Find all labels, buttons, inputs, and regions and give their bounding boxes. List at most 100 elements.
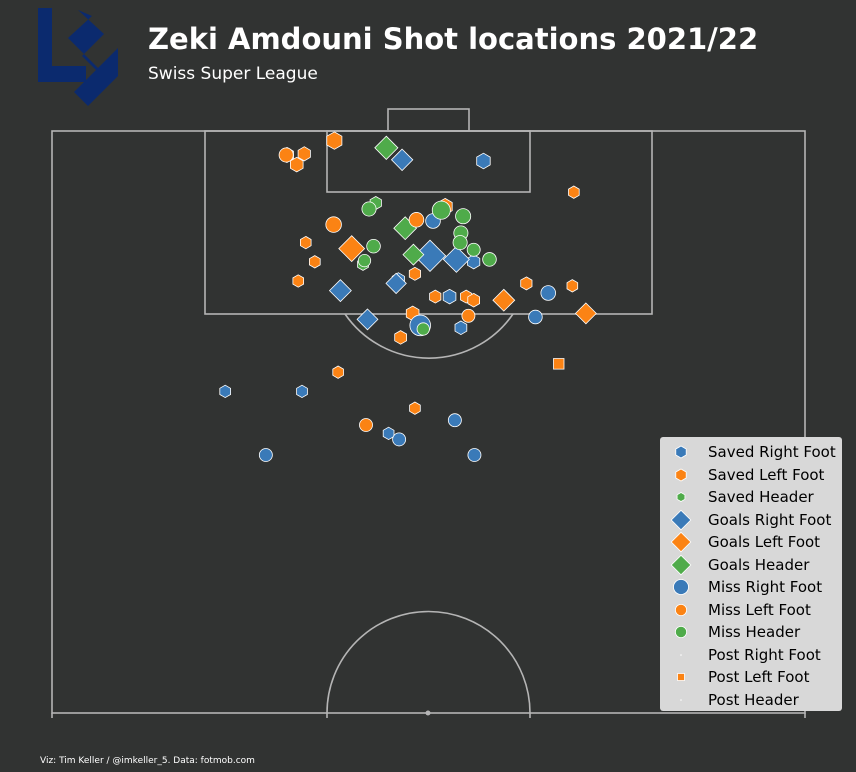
shot-marker-miss-right-foot bbox=[528, 309, 543, 325]
shot-marker-saved-left-foot bbox=[332, 365, 344, 379]
shot-marker-miss-header bbox=[357, 254, 372, 268]
shot-marker-goals-right-foot bbox=[385, 272, 407, 295]
legend-marker-dot bbox=[680, 698, 682, 701]
legend-label: Post Header bbox=[708, 690, 799, 709]
legend-marker bbox=[680, 698, 682, 701]
legend-marker-shape bbox=[677, 673, 685, 681]
chart-subtitle: Swiss Super League bbox=[148, 64, 318, 84]
legend-label: Miss Header bbox=[708, 623, 801, 641]
shot-marker-miss-header bbox=[416, 322, 430, 336]
legend-label: Saved Header bbox=[708, 488, 814, 506]
shot-marker-saved-left-foot bbox=[429, 289, 442, 304]
legend-marker-shape bbox=[675, 468, 687, 481]
shot-marker-saved-left-foot bbox=[394, 330, 407, 345]
legend-marker bbox=[675, 445, 687, 459]
shot-marker-saved-right-foot bbox=[454, 320, 468, 336]
shot-marker-saved-left-foot bbox=[292, 274, 304, 288]
club-logo bbox=[38, 8, 118, 106]
shot-marker-saved-left-foot bbox=[568, 185, 580, 199]
shot-marker-goals-right-foot bbox=[390, 148, 414, 172]
legend-item: Post Left Foot bbox=[660, 666, 842, 688]
credit-text: Viz: Tim Keller / @imkeller_5. Data: fot… bbox=[40, 756, 255, 766]
shot-marker-saved-left-foot bbox=[409, 401, 421, 415]
legend-label: Goals Left Foot bbox=[708, 533, 821, 551]
shot-marker-miss-left-foot bbox=[408, 212, 425, 228]
shot-marker-miss-right-foot bbox=[392, 432, 407, 447]
legend-item: Goals Right Foot bbox=[660, 509, 842, 531]
shot-marker-goals-header bbox=[374, 135, 399, 160]
shot-marker-saved-left-foot bbox=[408, 266, 421, 281]
legend-item: Saved Right Foot bbox=[660, 441, 842, 463]
shot-markers bbox=[219, 131, 597, 462]
shot-marker-miss-header bbox=[455, 208, 472, 225]
legend-item: Miss Right Foot bbox=[660, 576, 842, 598]
legend-item: Miss Header bbox=[660, 621, 842, 643]
legend-label: Saved Left Foot bbox=[708, 465, 825, 484]
shot-marker-goals-right-foot bbox=[328, 279, 352, 303]
shot-marker-post-left-foot bbox=[553, 358, 565, 370]
shot-marker-miss-header bbox=[466, 242, 481, 257]
legend-item: Saved Left Foot bbox=[660, 464, 842, 486]
shot-marker-miss-header bbox=[361, 201, 377, 217]
legend-marker-shape bbox=[676, 492, 686, 502]
shot-marker-miss-right-foot bbox=[447, 413, 462, 428]
legend-marker bbox=[670, 509, 692, 530]
penalty-arc bbox=[344, 313, 514, 359]
legend-marker bbox=[670, 554, 692, 575]
legend-marker bbox=[673, 579, 689, 595]
legend-label: Goals Header bbox=[708, 555, 810, 574]
legend-item: Post Header bbox=[660, 689, 842, 711]
legend-item: Miss Left Foot bbox=[660, 599, 842, 621]
shot-marker-miss-right-foot bbox=[258, 448, 273, 462]
shot-marker-goals-right-foot bbox=[442, 245, 470, 273]
shot-marker-miss-right-foot bbox=[540, 285, 556, 301]
legend-item: Goals Header bbox=[660, 554, 842, 576]
legend-marker bbox=[676, 492, 686, 502]
legend-marker bbox=[675, 468, 687, 481]
legend-item: Goals Left Foot bbox=[660, 531, 842, 553]
chart-title: Zeki Amdouni Shot locations 2021/22 bbox=[148, 22, 759, 56]
shot-marker-miss-header bbox=[366, 238, 381, 254]
shot-marker-saved-left-foot bbox=[467, 292, 480, 308]
legend-marker-shape bbox=[673, 579, 689, 595]
legend-marker-shape bbox=[674, 625, 688, 639]
legend-marker-dot bbox=[680, 653, 682, 656]
legend-marker-shape bbox=[670, 509, 692, 530]
shot-marker-miss-right-foot bbox=[467, 448, 482, 462]
legend-marker bbox=[680, 653, 682, 656]
shot-marker-saved-right-foot bbox=[467, 254, 481, 270]
shot-marker-miss-left-foot bbox=[325, 216, 342, 233]
goal bbox=[387, 108, 470, 132]
shot-marker-saved-left-foot bbox=[300, 235, 312, 250]
legend-marker-shape bbox=[670, 554, 692, 575]
shot-marker-miss-header bbox=[482, 252, 497, 267]
shot-marker-miss-left-foot bbox=[278, 147, 294, 163]
legend-item: Post Right Foot bbox=[660, 644, 842, 666]
shot-marker-goals-left-foot bbox=[492, 288, 516, 312]
legend-marker bbox=[674, 625, 688, 639]
pitch-lines bbox=[51, 108, 806, 718]
legend-label: Goals Right Foot bbox=[708, 510, 832, 529]
shot-marker-saved-right-foot bbox=[476, 152, 491, 170]
shot-marker-saved-left-foot bbox=[297, 146, 311, 162]
legend: Saved Right Foot Saved Left Foot Saved Hea… bbox=[660, 437, 842, 711]
legend-label: Post Right Foot bbox=[708, 645, 821, 664]
legend-marker bbox=[677, 673, 685, 681]
shot-marker-goals-left-foot bbox=[338, 235, 366, 263]
six-yard-box bbox=[326, 130, 531, 193]
shot-marker-saved-right-foot bbox=[219, 384, 231, 399]
shot-marker-saved-left-foot bbox=[520, 276, 533, 291]
shot-marker-goals-header bbox=[402, 243, 425, 266]
legend-marker-shape bbox=[670, 531, 692, 553]
shot-marker-saved-left-foot bbox=[290, 156, 304, 173]
centre-spot bbox=[425, 710, 431, 716]
shot-marker-saved-right-foot bbox=[442, 288, 457, 305]
shot-marker-goals-left-foot bbox=[574, 302, 597, 325]
legend-marker bbox=[670, 531, 692, 553]
legend-marker-shape bbox=[674, 603, 688, 616]
shot-marker-miss-header bbox=[431, 200, 451, 220]
legend-label: Saved Right Foot bbox=[708, 443, 836, 461]
centre-circle bbox=[326, 610, 531, 714]
legend-label: Miss Left Foot bbox=[708, 600, 811, 619]
